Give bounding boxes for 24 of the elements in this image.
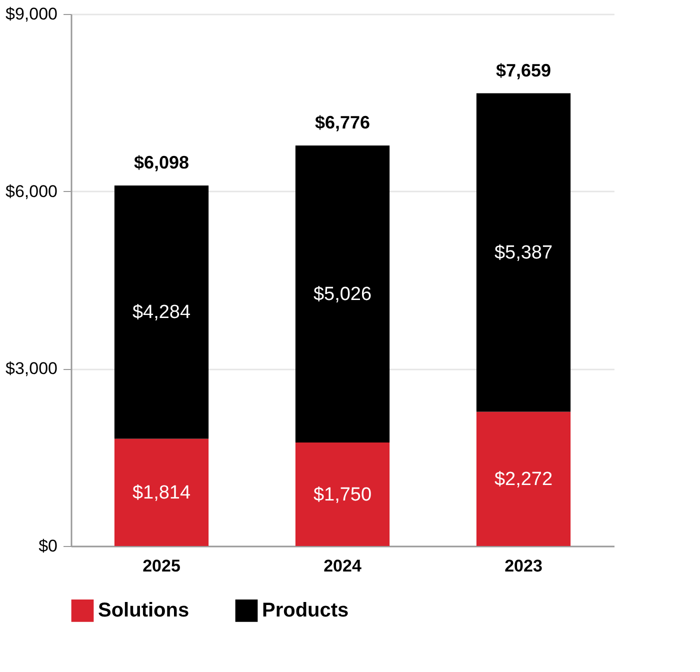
y-tick-label: $6,000 (6, 182, 58, 201)
bar (476, 412, 571, 546)
bar (114, 186, 209, 439)
x-tick-label: 2025 (142, 556, 180, 576)
bar (476, 93, 571, 412)
data-label: $5,026 (313, 284, 372, 306)
total-label: $6,098 (134, 152, 190, 173)
data-label: $1,814 (132, 482, 191, 504)
data-label: $5,387 (494, 242, 553, 264)
x-tick-label: 2024 (324, 556, 362, 576)
data-label: $4,284 (132, 302, 191, 324)
data-label: $2,272 (494, 468, 553, 490)
total-label: $6,776 (314, 112, 370, 132)
bar (295, 145, 390, 443)
data-label: $1,750 (313, 484, 372, 506)
legend-label: Solutions (98, 600, 190, 622)
bar (114, 438, 209, 546)
total-label: $7,659 (496, 60, 552, 80)
legend-label: Products (262, 600, 349, 622)
y-tick-label: $3,000 (6, 359, 58, 378)
y-tick-label: $9,000 (6, 4, 58, 24)
bar (295, 442, 390, 546)
y-tick-label: $0 (38, 536, 58, 556)
x-tick-label: 2023 (504, 556, 542, 576)
